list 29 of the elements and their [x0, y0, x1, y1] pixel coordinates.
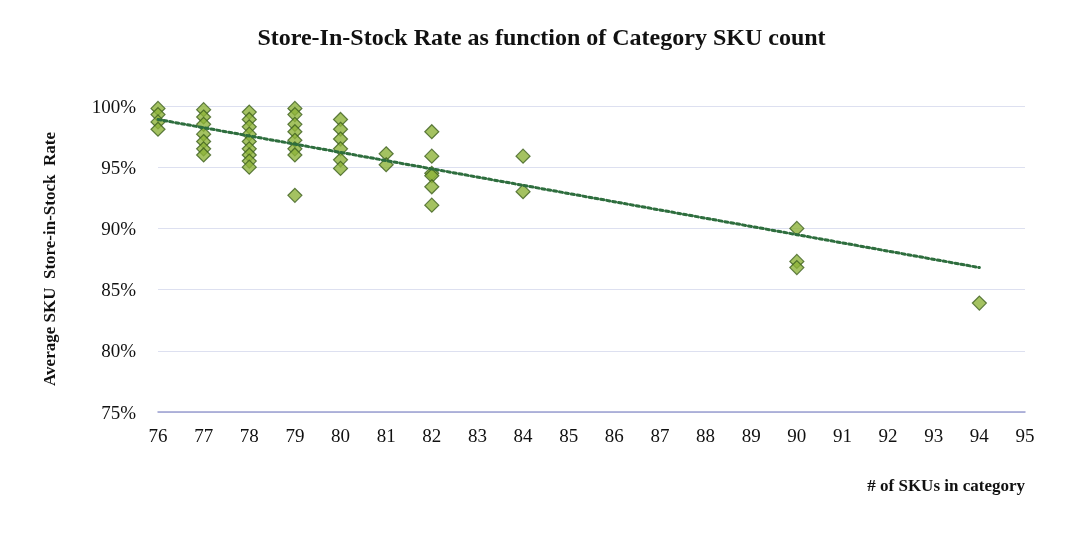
x-tick-label: 90 [787, 425, 807, 446]
y-tick-label: 95% [101, 156, 137, 178]
y-tick-label: 80% [101, 340, 137, 362]
x-tick-label: 91 [832, 425, 852, 446]
x-tick-label: 78 [239, 425, 259, 446]
chart-title: Store-In-Stock Rate as function of Category SKU count [257, 24, 826, 50]
x-tick-label: 94 [969, 425, 990, 446]
x-tick-label: 81 [376, 425, 396, 446]
x-tick-label: 85 [559, 425, 579, 446]
x-tick-label: 76 [148, 425, 168, 446]
x-tick-label: 93 [924, 425, 944, 446]
x-tick-label: 80 [331, 425, 351, 446]
x-axis-title: # of SKUs in category [867, 476, 1026, 495]
y-tick-label: 75% [101, 401, 137, 423]
x-tick-label: 83 [467, 425, 487, 446]
y-tick-label: 85% [101, 279, 137, 301]
y-tick-label: 100% [91, 95, 137, 117]
y-tick-label: 90% [101, 217, 137, 239]
x-tick-label: 84 [513, 425, 534, 446]
x-tick-label: 77 [194, 425, 214, 446]
x-tick-label: 86 [604, 425, 624, 446]
x-tick-label: 88 [696, 425, 716, 446]
x-tick-label: 92 [878, 425, 898, 446]
x-tick-label: 79 [285, 425, 305, 446]
y-axis-title: Average SKU Store-in-Stock Rate [40, 131, 59, 386]
x-tick-label: 95 [1015, 425, 1035, 446]
x-tick-label: 87 [650, 425, 670, 446]
x-tick-label: 82 [422, 425, 442, 446]
x-tick-label: 89 [741, 425, 761, 446]
